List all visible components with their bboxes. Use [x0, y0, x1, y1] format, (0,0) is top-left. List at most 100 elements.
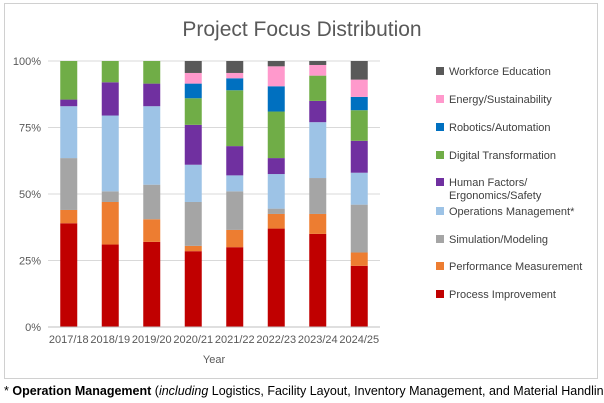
- legend-label: Ergonomics/Safety: [449, 190, 542, 202]
- bar-segment-simulation-modeling: [267, 208, 285, 214]
- bar-segment-process-improvement: [267, 228, 285, 327]
- x-tick-label: 2023/24: [298, 334, 338, 346]
- bar-segment-operations-management: [143, 106, 161, 185]
- footnote-text: Logistics, Facility Layout, Inventory Ma…: [211, 384, 604, 398]
- bar-segment-robotics-automation: [184, 83, 202, 99]
- legend-swatch: [436, 262, 444, 270]
- bar-segment-digital-transformation: [143, 61, 161, 84]
- bar-segment-digital-transformation: [350, 110, 368, 141]
- bar-segment-digital-transformation: [184, 98, 202, 125]
- legend-label: Simulation/Modeling: [449, 234, 548, 246]
- footnote-bold-term: Operation Management: [12, 384, 152, 398]
- bar-segment-process-improvement: [226, 247, 244, 327]
- bar-segment-digital-transformation: [60, 61, 78, 100]
- bar-segment-human-factors-ergonomics-safety: [143, 83, 161, 107]
- y-tick-label: 50%: [19, 189, 41, 201]
- footnote-italic: including: [158, 384, 209, 398]
- bar-segment-performance-measurement: [184, 245, 202, 252]
- bar-segment-operations-management: [350, 172, 368, 205]
- legend-label: Operations Management*: [449, 206, 575, 218]
- bar-segment-operations-management: [184, 164, 202, 202]
- bar-segment-process-improvement: [143, 241, 161, 327]
- bar-segment-operations-management: [101, 115, 119, 192]
- bar-segment-workforce-education: [267, 61, 285, 67]
- bar-segment-human-factors-ergonomics-safety: [60, 99, 78, 107]
- bar-segment-digital-transformation: [309, 75, 327, 101]
- chart-area: Project Focus Distribution 0% 25% 50% 75% 10…: [4, 3, 598, 379]
- bar-segment-operations-management: [226, 175, 244, 192]
- bar-segment-simulation-modeling: [101, 191, 119, 202]
- x-tick-label: 2021/22: [215, 334, 255, 346]
- bar-segment-simulation-modeling: [309, 178, 327, 214]
- bar-segment-performance-measurement: [101, 201, 119, 245]
- legend-label: Process Improvement: [449, 289, 556, 301]
- bar-segment-energy-sustainability: [309, 64, 327, 76]
- bar-segment-human-factors-ergonomics-safety: [267, 158, 285, 175]
- bar-segment-energy-sustainability: [226, 72, 244, 79]
- legend-swatch: [436, 207, 444, 215]
- footnote-marker: *: [4, 384, 9, 398]
- bar-segment-energy-sustainability: [184, 72, 202, 84]
- legend-swatch: [436, 235, 444, 243]
- bar-segment-simulation-modeling: [184, 201, 202, 246]
- bar-segment-workforce-education: [309, 61, 327, 65]
- x-tick-label: 2024/25: [339, 334, 379, 346]
- bar-segment-process-improvement: [60, 223, 78, 327]
- bar-segment-human-factors-ergonomics-safety: [226, 146, 244, 176]
- bar-segment-robotics-automation: [267, 86, 285, 112]
- bar-segment-energy-sustainability: [267, 66, 285, 87]
- y-tick-label: 0%: [25, 322, 41, 334]
- legend-label: Performance Measurement: [449, 261, 582, 273]
- legend-swatch: [436, 95, 444, 103]
- x-tick-label: 2020/21: [173, 334, 213, 346]
- bar-segment-process-improvement: [101, 244, 119, 327]
- x-tick-label: 2019/20: [132, 334, 172, 346]
- bar-segment-performance-measurement: [60, 209, 78, 224]
- legend-swatch: [436, 151, 444, 159]
- bar-segment-simulation-modeling: [350, 204, 368, 253]
- bar-segment-performance-measurement: [350, 252, 368, 266]
- footnote: * Operation Management (including Logist…: [4, 384, 604, 398]
- footnote-paren: (: [154, 384, 159, 398]
- legend-swatch: [436, 178, 444, 186]
- bar-segment-human-factors-ergonomics-safety: [350, 140, 368, 173]
- bar-segment-digital-transformation: [101, 61, 119, 83]
- legend-label: Robotics/Automation: [449, 122, 551, 134]
- bar-segment-workforce-education: [184, 61, 202, 73]
- bar-segment-human-factors-ergonomics-safety: [184, 124, 202, 165]
- bar-segment-performance-measurement: [309, 213, 327, 234]
- legend-label: Workforce Education: [449, 66, 551, 78]
- bar-segment-simulation-modeling: [143, 184, 161, 220]
- legend-label: Human Factors/: [449, 177, 528, 189]
- legend-swatch: [436, 123, 444, 131]
- x-tick-label: 2018/19: [90, 334, 130, 346]
- stacked-bar-chart: 0% 25% 50% 75% 100% 2017/18 2018/19 2019/20 2020…: [13, 56, 582, 366]
- bar-segment-operations-management: [309, 122, 327, 179]
- y-tick-label: 75%: [19, 123, 41, 135]
- bar-segment-simulation-modeling: [60, 158, 78, 210]
- bar-segment-operations-management: [60, 106, 78, 159]
- bar-segment-performance-measurement: [143, 219, 161, 242]
- bar-segment-human-factors-ergonomics-safety: [101, 82, 119, 116]
- x-axis-title: Year: [203, 354, 226, 366]
- bar-segment-process-improvement: [309, 233, 327, 327]
- bar-segment-robotics-automation: [350, 96, 368, 111]
- bar-segment-performance-measurement: [226, 229, 244, 248]
- legend-swatch: [436, 67, 444, 75]
- bar-segment-digital-transformation: [267, 111, 285, 159]
- bar-segment-human-factors-ergonomics-safety: [309, 100, 327, 123]
- bar-segment-energy-sustainability: [350, 79, 368, 97]
- bar-segment-performance-measurement: [267, 213, 285, 229]
- bar-segment-digital-transformation: [226, 90, 244, 147]
- bar-segment-process-improvement: [350, 265, 368, 327]
- y-tick-label: 25%: [19, 256, 41, 268]
- bar-segment-process-improvement: [184, 251, 202, 327]
- x-tick-label: 2017/18: [49, 334, 89, 346]
- bar-segment-robotics-automation: [226, 78, 244, 91]
- y-tick-label: 100%: [13, 56, 41, 68]
- legend-swatch: [436, 290, 444, 298]
- bar-segment-simulation-modeling: [226, 191, 244, 230]
- bar-segment-operations-management: [267, 174, 285, 209]
- bar-segment-workforce-education: [350, 61, 368, 80]
- bar-segment-workforce-education: [226, 61, 244, 73]
